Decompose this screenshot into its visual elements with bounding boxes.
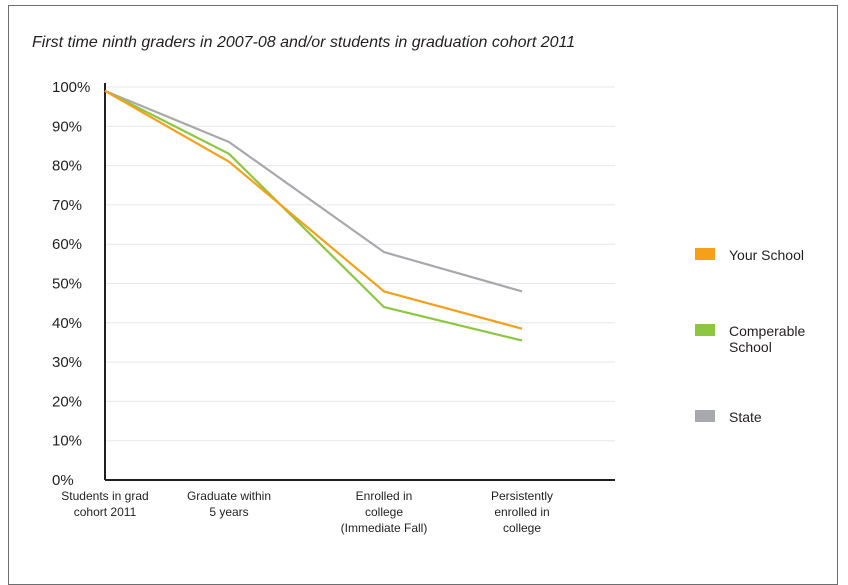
legend-label: Comperable School — [729, 323, 805, 355]
x-tick-label: Enrolled in college (Immediate Fall) — [341, 489, 428, 535]
y-tick-label: 50% — [52, 276, 82, 293]
legend-swatch — [695, 324, 715, 336]
y-tick-label: 40% — [52, 315, 82, 332]
x-tick-label: Graduate within 5 years — [187, 489, 271, 519]
y-tick-label: 30% — [52, 354, 82, 371]
y-tick-label: 80% — [52, 158, 82, 175]
y-tick-label: 10% — [52, 433, 82, 450]
series-line — [104, 89, 523, 293]
legend-label: Your School — [729, 247, 804, 263]
y-tick-label: 70% — [52, 197, 82, 214]
chart-title: First time ninth graders in 2007-08 and/… — [32, 34, 576, 51]
x-tick-label: Students in grad cohort 2011 — [61, 489, 148, 519]
legend-swatch — [695, 248, 715, 260]
y-tick-label: 60% — [52, 236, 82, 253]
chart-frame — [8, 5, 838, 585]
series-line — [104, 89, 523, 342]
x-tick-label: Persistently enrolled in college — [491, 489, 553, 535]
y-tick-label: 0% — [52, 472, 74, 489]
legend-label: State — [729, 409, 762, 425]
y-tick-label: 90% — [52, 118, 82, 135]
legend-swatch — [695, 410, 715, 422]
y-tick-label: 100% — [52, 79, 90, 96]
y-tick-label: 20% — [52, 393, 82, 410]
series-line — [104, 89, 523, 330]
